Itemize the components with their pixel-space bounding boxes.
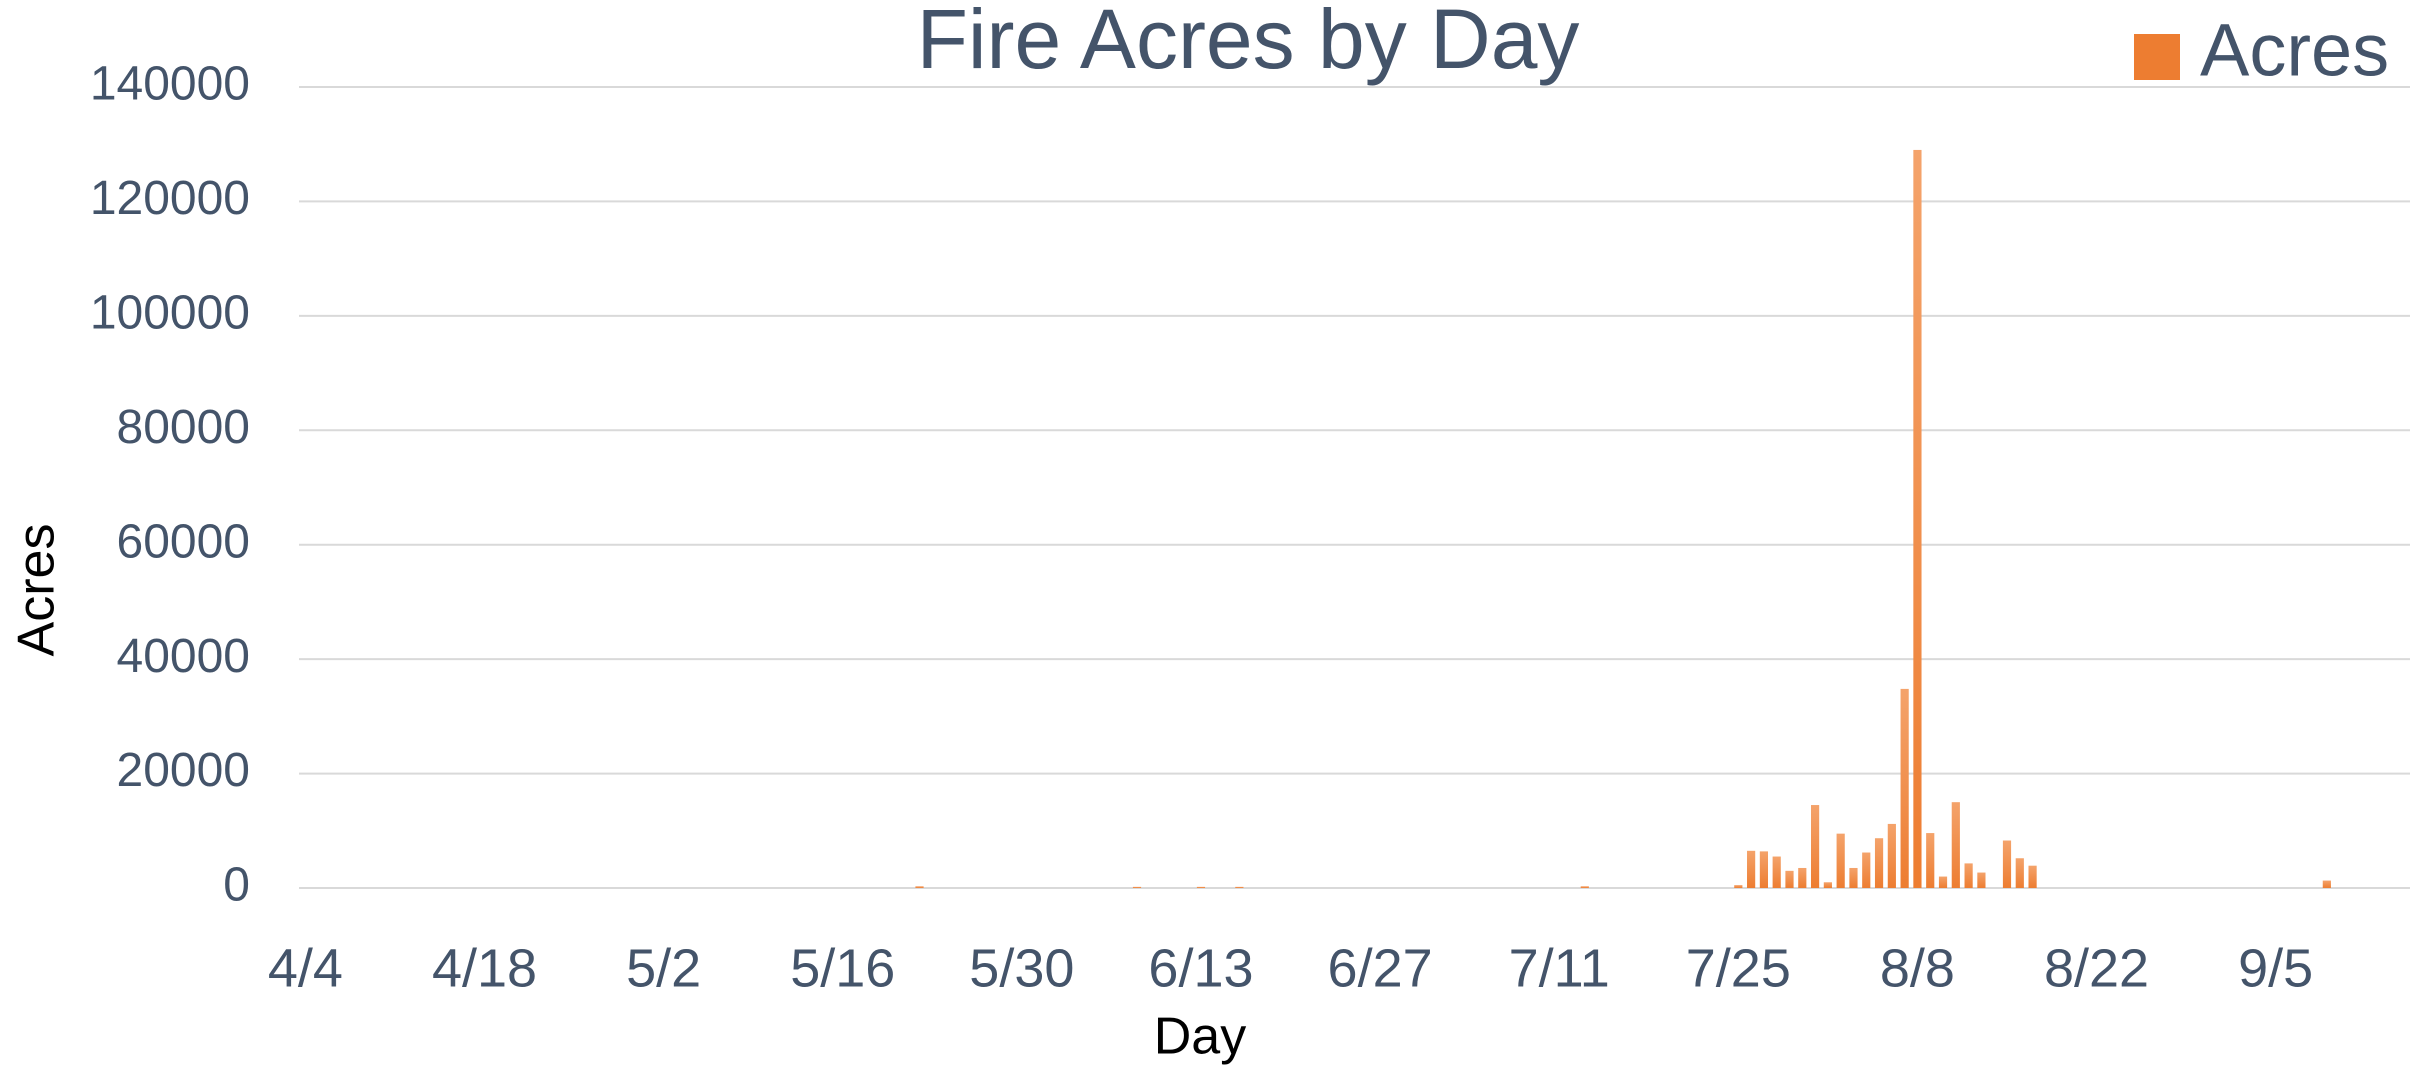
y-tick-label: 140000 xyxy=(90,58,250,111)
x-tick-label: 5/30 xyxy=(969,938,1074,998)
x-tick-label: 4/18 xyxy=(432,938,537,998)
y-tick-label: 120000 xyxy=(90,172,250,225)
bar xyxy=(1759,851,1769,888)
y-tick-label: 100000 xyxy=(90,287,250,340)
bar xyxy=(1926,833,1935,888)
bar xyxy=(1196,886,1206,888)
bar xyxy=(2015,858,2024,888)
y-tick-label: 60000 xyxy=(117,515,250,568)
bar xyxy=(1235,886,1244,888)
bar xyxy=(1938,876,1948,888)
bar xyxy=(2002,840,2012,888)
x-tick-label: 6/27 xyxy=(1328,938,1433,998)
x-tick-label: 7/11 xyxy=(1509,938,1610,998)
x-tick-label: 5/16 xyxy=(790,938,895,998)
bar xyxy=(1580,886,1589,888)
bar xyxy=(1747,850,1756,888)
y-axis-label: Acres xyxy=(8,524,66,657)
bar xyxy=(2322,880,2331,888)
y-tick-label: 80000 xyxy=(117,401,250,454)
bar xyxy=(1132,886,1142,888)
bar xyxy=(1964,863,1973,888)
bar xyxy=(1785,870,1794,888)
chart-title: Fire Acres by Day xyxy=(917,0,1580,86)
bar xyxy=(1823,882,1832,888)
legend-swatch xyxy=(2134,34,2180,80)
bar xyxy=(1913,149,1922,888)
x-tick-label: 8/22 xyxy=(2044,938,2149,998)
bar xyxy=(1977,872,1986,888)
bar xyxy=(1798,867,1807,888)
legend-label: Acres xyxy=(2200,9,2389,92)
bar xyxy=(1849,867,1858,888)
bar xyxy=(1836,833,1845,888)
bar xyxy=(1734,885,1743,888)
x-axis-label: Day xyxy=(1154,1008,1246,1066)
bar xyxy=(1900,688,1909,888)
x-tick-label: 7/25 xyxy=(1686,938,1791,998)
bar xyxy=(1772,856,1781,888)
bar xyxy=(1810,805,1820,888)
bar xyxy=(1874,838,1884,888)
y-tick-label: 40000 xyxy=(117,630,250,683)
x-tick-label: 4/4 xyxy=(268,938,343,998)
bar xyxy=(915,886,924,888)
y-tick-label: 0 xyxy=(223,859,250,912)
x-tick-label: 8/8 xyxy=(1880,938,1955,998)
bar xyxy=(1862,852,1871,888)
bar xyxy=(1951,802,1960,888)
x-tick-label: 5/2 xyxy=(626,938,701,998)
x-tick-label: 9/5 xyxy=(2238,938,2313,998)
y-tick-label: 20000 xyxy=(117,744,250,797)
x-tick-label: 6/13 xyxy=(1148,938,1253,998)
bar xyxy=(1887,823,1896,888)
bar xyxy=(2028,865,2037,888)
